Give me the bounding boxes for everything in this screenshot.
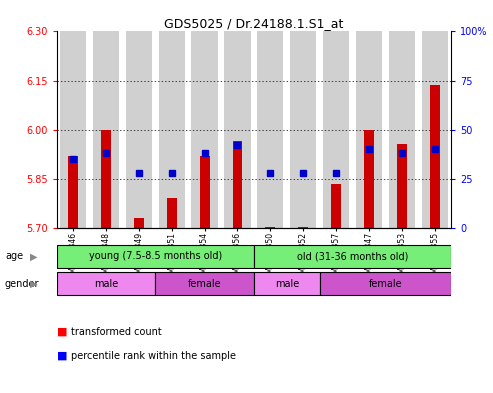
Bar xyxy=(68,156,78,228)
Bar xyxy=(200,156,210,228)
Bar xyxy=(93,31,119,228)
Bar xyxy=(364,130,374,228)
Bar xyxy=(57,272,155,296)
Text: transformed count: transformed count xyxy=(71,327,162,337)
Title: GDS5025 / Dr.24188.1.S1_at: GDS5025 / Dr.24188.1.S1_at xyxy=(164,17,344,30)
Bar xyxy=(422,31,448,228)
Bar xyxy=(298,227,308,228)
Bar xyxy=(191,31,218,228)
Bar xyxy=(126,31,152,228)
Text: gender: gender xyxy=(5,279,39,289)
Bar xyxy=(155,272,254,296)
Bar xyxy=(290,31,317,228)
Bar xyxy=(430,85,440,228)
Bar xyxy=(254,272,319,296)
Bar xyxy=(388,31,415,228)
Text: percentile rank within the sample: percentile rank within the sample xyxy=(71,351,237,361)
Bar xyxy=(167,198,176,228)
Text: ■: ■ xyxy=(57,327,67,337)
Bar xyxy=(319,272,451,296)
Bar xyxy=(254,245,451,268)
Bar xyxy=(331,184,341,228)
Text: male: male xyxy=(94,279,118,289)
Bar xyxy=(265,227,275,228)
Bar xyxy=(397,144,407,228)
Text: ■: ■ xyxy=(57,351,67,361)
Text: female: female xyxy=(188,279,221,289)
Bar xyxy=(233,141,243,228)
Bar xyxy=(356,31,382,228)
Bar xyxy=(60,31,86,228)
Text: age: age xyxy=(5,252,23,261)
Bar xyxy=(101,130,111,228)
Text: ▶: ▶ xyxy=(30,279,37,289)
Bar xyxy=(134,218,144,228)
Bar xyxy=(224,31,250,228)
Bar xyxy=(257,31,283,228)
Text: old (31-36 months old): old (31-36 months old) xyxy=(297,252,408,261)
Bar xyxy=(159,31,185,228)
Bar xyxy=(323,31,349,228)
Text: female: female xyxy=(369,279,402,289)
Bar xyxy=(57,245,254,268)
Text: ▶: ▶ xyxy=(30,252,37,261)
Text: male: male xyxy=(275,279,299,289)
Text: young (7.5-8.5 months old): young (7.5-8.5 months old) xyxy=(89,252,222,261)
